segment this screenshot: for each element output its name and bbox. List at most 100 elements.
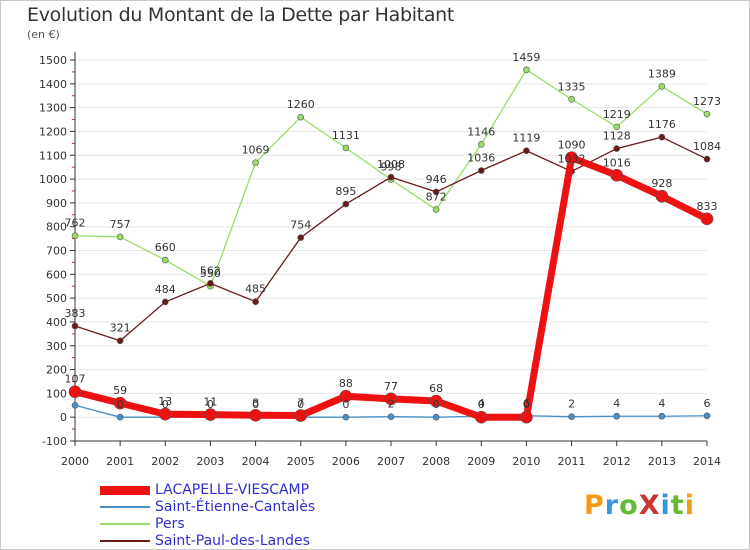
data-label-saint_etienne-2002: 0	[162, 398, 169, 411]
legend-label-saint-etienne: Saint-Étienne-Cantalès	[155, 499, 316, 515]
point-lacapelle-2010	[520, 410, 533, 424]
data-label-saint_paul-2004: 485	[245, 283, 266, 296]
data-label-saint_paul-2008: 946	[426, 173, 447, 186]
x-tick-label-2011: 2011	[558, 455, 586, 468]
point-pers-2010	[523, 66, 530, 74]
point-saint_etienne-2012	[613, 412, 621, 420]
point-lacapelle-2005	[294, 409, 308, 422]
x-tick-label-2005: 2005	[287, 455, 315, 468]
legend-swatch-lacapelle	[100, 486, 150, 495]
y-tick-label-600: 600	[46, 268, 67, 281]
legend-label-pers: Pers	[155, 516, 185, 532]
data-label-saint_paul-2007: 1008	[377, 158, 405, 171]
logo-letter: t	[670, 490, 685, 521]
x-tick-label-2012: 2012	[603, 455, 631, 468]
point-saint_paul-2002	[161, 298, 169, 306]
point-pers-2005	[297, 113, 305, 121]
point-saint_paul-2000	[71, 322, 79, 330]
legend-label-lacapelle: LACAPELLE-VIESCAMP	[155, 482, 310, 498]
point-saint_paul-2007	[387, 173, 395, 181]
data-label-lacapelle-2008: 68	[429, 382, 443, 395]
x-tick-label-2004: 2004	[242, 455, 270, 468]
point-saint_paul-2005	[297, 234, 305, 241]
logo-letter: i	[684, 490, 695, 521]
proxiti-logo: ProXiti	[584, 490, 695, 521]
y-tick-label-1400: 1400	[39, 78, 67, 91]
point-saint_etienne-2001	[116, 413, 124, 421]
data-label-pers-2004: 1069	[242, 144, 270, 157]
point-pers-2001	[116, 233, 124, 241]
data-label-pers-2011: 1335	[558, 80, 586, 93]
data-label-lacapelle-2002: 13	[158, 395, 172, 408]
data-label-lacapelle-2012: 1016	[603, 156, 631, 169]
y-tick-label-900: 900	[46, 197, 67, 210]
point-pers-2000	[71, 232, 79, 240]
x-tick-label-2010: 2010	[512, 455, 540, 468]
point-saint_etienne-2014	[703, 412, 711, 420]
y-tick-label-400: 400	[46, 316, 67, 329]
data-label-lacapelle-2010: 0	[523, 398, 530, 411]
y-tick-label-700: 700	[46, 245, 67, 258]
data-label-saint_etienne-2012: 4	[613, 397, 620, 410]
data-label-saint_etienne-2010: 6	[523, 397, 530, 410]
data-label-pers-2005: 1260	[287, 98, 315, 111]
y-tick-label-100: 100	[46, 387, 67, 400]
logo-letter: o	[619, 490, 639, 521]
y-tick-label-800: 800	[46, 221, 67, 234]
x-tick-label-2001: 2001	[106, 455, 134, 468]
point-pers-2004	[252, 159, 259, 166]
data-label-saint_paul-2014: 1084	[693, 140, 721, 153]
point-saint_etienne-2013	[658, 412, 666, 420]
data-label-saint_paul-2005: 754	[290, 219, 311, 232]
y-tick-label-1200: 1200	[39, 125, 67, 138]
point-pers-2013	[658, 83, 666, 90]
data-label-lacapelle-2014: 833	[697, 200, 718, 213]
x-tick-label-2014: 2014	[693, 455, 721, 468]
data-label-pers-2003: 550	[200, 267, 221, 280]
y-tick-label-1100: 1100	[39, 149, 67, 162]
data-label-saint_etienne-2011: 2	[568, 398, 575, 411]
data-label-saint_paul-2000: 383	[65, 307, 86, 320]
logo-letter: i	[660, 490, 671, 521]
point-saint_paul-2008	[432, 188, 440, 196]
point-pers-2002	[161, 256, 169, 264]
point-lacapelle-2008	[429, 394, 443, 408]
point-saint_etienne-2006	[342, 413, 350, 421]
point-saint_paul-2012	[613, 145, 621, 152]
data-label-lacapelle-2001: 59	[113, 384, 127, 397]
point-saint_paul-2003	[207, 280, 214, 287]
y-tick-label-1500: 1500	[39, 54, 67, 67]
data-label-saint_etienne-2003: 0	[207, 398, 214, 411]
data-label-saint_etienne-2009: 4	[478, 397, 485, 410]
y-tick-label-500: 500	[46, 292, 67, 305]
data-label-lacapelle-2009: 0	[478, 398, 485, 411]
point-pers-2008	[432, 206, 440, 213]
data-label-saint_paul-2001: 321	[110, 322, 131, 335]
data-label-saint_etienne-2014: 6	[704, 397, 711, 410]
data-label-saint_paul-2006: 895	[335, 185, 356, 198]
legend-swatch-saint-etienne	[100, 506, 150, 508]
data-label-pers-2013: 1389	[648, 67, 676, 80]
point-lacapelle-2004	[249, 408, 262, 422]
point-saint_paul-2004	[252, 298, 259, 305]
data-label-saint_paul-2009: 1036	[467, 151, 495, 164]
y-tick-label-300: 300	[46, 340, 67, 353]
data-label-pers-2008: 872	[426, 191, 447, 204]
x-tick-label-2006: 2006	[332, 455, 360, 468]
point-saint_etienne-2007	[387, 413, 395, 421]
point-pers-2012	[613, 123, 621, 131]
data-label-saint_paul-2003: 562	[200, 264, 221, 277]
y-tick-label-1000: 1000	[39, 173, 67, 186]
data-label-pers-2014: 1273	[693, 95, 721, 108]
data-label-lacapelle-2006: 88	[339, 377, 353, 390]
y-tick-label-0: 0	[60, 411, 67, 424]
legend-swatch-saint-paul	[100, 540, 150, 542]
data-label-pers-2010: 1459	[512, 51, 540, 64]
chart-title: Evolution du Montant de la Dette par Hab…	[27, 4, 455, 26]
point-pers-2006	[342, 144, 350, 152]
data-label-pers-2007: 998	[381, 161, 402, 174]
data-label-pers-2000: 762	[65, 217, 86, 230]
data-label-saint_etienne-2013: 4	[658, 397, 665, 410]
data-label-pers-2001: 757	[110, 218, 131, 231]
